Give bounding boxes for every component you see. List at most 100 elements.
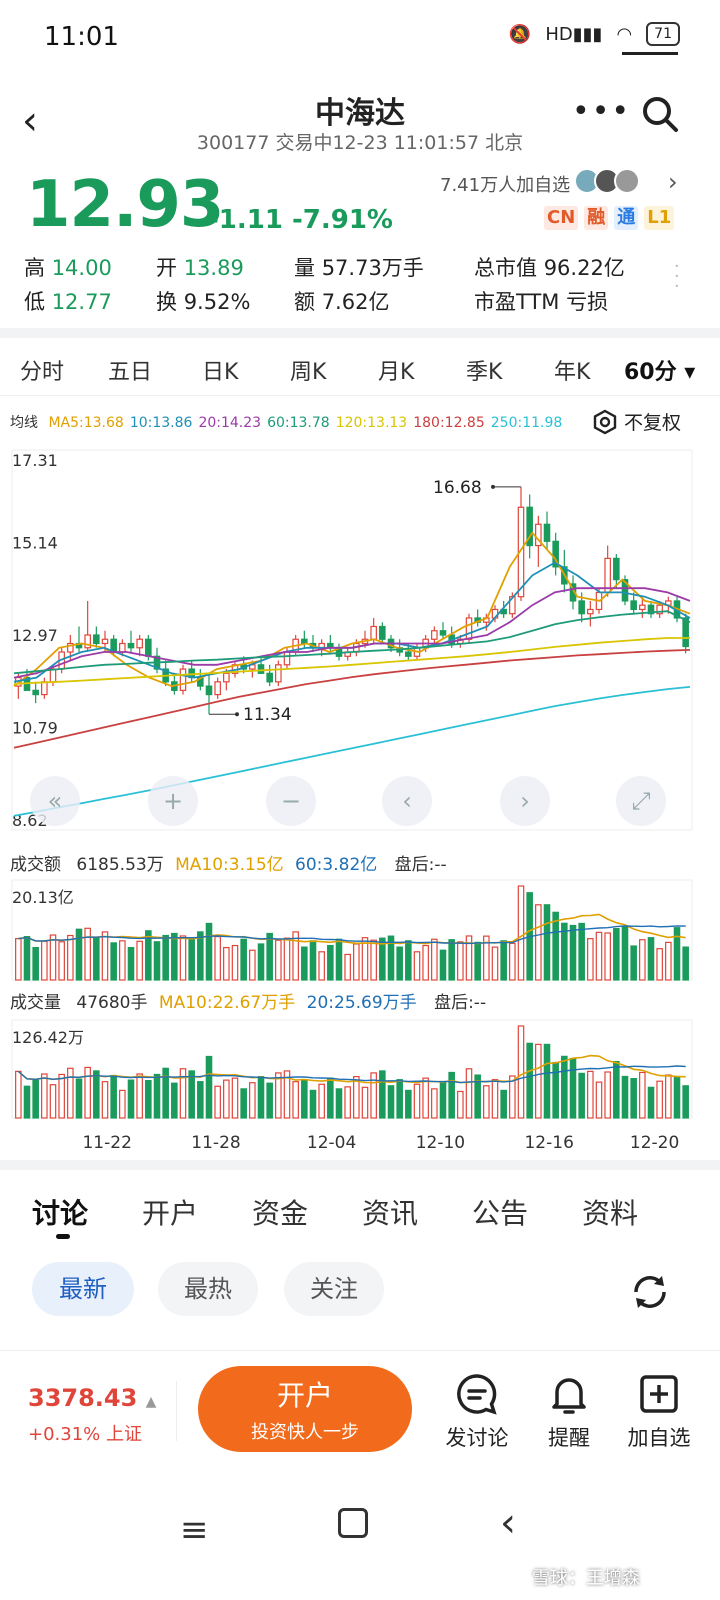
tab-yearly[interactable]: 年K xyxy=(554,360,591,385)
more-icon[interactable]: ••• xyxy=(572,94,632,129)
volume-bar xyxy=(101,931,109,981)
volume-bar xyxy=(49,934,57,981)
volume-bar xyxy=(283,1070,291,1119)
ma-legend-item: 20:14.23 xyxy=(198,415,262,431)
price-change: -1.11 -7.91% xyxy=(208,205,393,235)
tab-60min[interactable]: 60分 ▾ xyxy=(624,360,696,385)
ma-legend-item: 180:12.85 xyxy=(413,415,485,431)
add-watchlist-button[interactable]: 加自选 xyxy=(614,1372,704,1452)
volume-bar xyxy=(448,1071,455,1119)
tab-news[interactable]: 资讯 xyxy=(362,1197,419,1230)
x-tick-label: 11-28 xyxy=(191,1133,240,1153)
ma-line-ma20 xyxy=(13,587,691,679)
filter-hot[interactable]: 最热 xyxy=(158,1262,258,1316)
turnover-label: 换 xyxy=(156,290,177,314)
high-marker-dot xyxy=(491,484,495,489)
candle-body xyxy=(205,685,213,696)
volume-bar xyxy=(665,1074,672,1119)
mktcap-value: 96.22亿 xyxy=(543,256,625,280)
fullscreen-icon[interactable]: ⤢ xyxy=(616,776,666,826)
volume-bar xyxy=(58,1073,65,1119)
rewind-icon[interactable]: « xyxy=(30,776,80,826)
zoom-out-icon[interactable]: − xyxy=(266,776,316,826)
volume-bar xyxy=(249,949,256,981)
volume-bar xyxy=(292,1081,299,1119)
x-tick-label: 12-04 xyxy=(307,1133,356,1153)
tab-weekly[interactable]: 周K xyxy=(290,360,327,385)
status-icons: 🔕 HD▮▮▮ ◠ 71 xyxy=(509,22,680,46)
scroll-left-icon[interactable]: ‹ xyxy=(382,776,432,826)
tab-monthly[interactable]: 月K xyxy=(378,360,415,385)
volume-bar xyxy=(457,941,464,981)
filter-following[interactable]: 关注 xyxy=(284,1262,384,1316)
scroll-right-icon[interactable]: › xyxy=(500,776,550,826)
tab-announcement[interactable]: 公告 xyxy=(472,1197,529,1230)
volume-bar xyxy=(49,1084,57,1119)
candle-body xyxy=(431,630,438,640)
status-time: 11:01 xyxy=(44,22,119,52)
menu-icon[interactable]: ≡ xyxy=(180,1510,209,1550)
volume-bar xyxy=(257,943,265,981)
back-icon[interactable]: ‹ xyxy=(22,98,38,144)
tab-daily[interactable]: 日K xyxy=(202,360,239,385)
candle-body xyxy=(587,608,594,615)
volume-bar xyxy=(448,939,455,981)
turnover-value: 9.52% xyxy=(183,290,251,314)
volume-bar xyxy=(162,1067,169,1119)
volume-bar xyxy=(621,925,629,981)
volume-bar xyxy=(231,1077,239,1119)
adjust-label: 不复权 xyxy=(624,412,682,434)
index-value[interactable]: 3378.43 ▲ xyxy=(28,1384,156,1412)
volume-bar xyxy=(171,1082,178,1119)
home-icon[interactable] xyxy=(338,1508,368,1538)
tag-margin[interactable]: 融 xyxy=(584,206,609,230)
tab-5day[interactable]: 五日 xyxy=(108,360,153,385)
adjust-toggle[interactable]: 不复权 xyxy=(592,408,681,435)
tab-account[interactable]: 开户 xyxy=(142,1197,199,1230)
volume-bar xyxy=(595,1081,603,1119)
volume-bar xyxy=(578,922,585,981)
back-nav-icon[interactable]: ‹ xyxy=(500,1500,516,1546)
volume-bar xyxy=(75,928,83,981)
alert-button[interactable]: 提醒 xyxy=(524,1372,614,1452)
active-tab-indicator xyxy=(56,1234,70,1239)
chevron-right-icon[interactable]: › xyxy=(668,168,678,196)
volume-bar xyxy=(84,927,91,981)
tab-profile[interactable]: 资料 xyxy=(582,1197,639,1230)
volume-bar xyxy=(413,951,421,981)
volume-bar xyxy=(613,928,620,981)
volume-bar xyxy=(23,1085,31,1119)
volume-bar xyxy=(153,941,161,981)
kline-chart[interactable]: 17.31 15.14 12.97 10.79 8.62 16.68 11.34 11-22 1… xyxy=(0,440,720,1155)
filter-latest[interactable]: 最新 xyxy=(32,1262,134,1316)
more-dots-icon[interactable]: · · · xyxy=(674,256,680,297)
volume-bar xyxy=(543,904,551,981)
volume-ma-long-line xyxy=(18,925,686,945)
candle-body xyxy=(543,523,551,542)
volume-bar xyxy=(474,941,481,981)
candle-body xyxy=(613,557,620,581)
search-icon[interactable] xyxy=(640,94,680,138)
volume-bar xyxy=(552,911,559,981)
tag-l1[interactable]: L1 xyxy=(644,206,675,230)
post-discussion-button[interactable]: 发讨论 xyxy=(432,1372,522,1452)
volume-bar xyxy=(136,940,143,981)
tag-cn[interactable]: CN xyxy=(544,206,579,230)
refresh-icon[interactable] xyxy=(628,1270,672,1318)
zoom-in-icon[interactable]: + xyxy=(148,776,198,826)
tab-discuss[interactable]: 讨论 xyxy=(32,1197,89,1230)
volume-bar xyxy=(32,1079,39,1119)
volume-bar xyxy=(41,1073,48,1119)
tab-funds[interactable]: 资金 xyxy=(252,1197,309,1230)
tab-quarterly[interactable]: 季K xyxy=(466,360,503,385)
candle-body xyxy=(465,617,473,640)
watcher-avatars[interactable] xyxy=(574,168,640,194)
ma-legend-item: 250:11.98 xyxy=(490,415,563,431)
volume-bar xyxy=(387,935,395,981)
watchlist-count[interactable]: 7.41万人加自选 xyxy=(440,175,571,196)
alert-label: 提醒 xyxy=(548,1426,590,1450)
tab-intraday[interactable]: 分时 xyxy=(20,360,65,385)
open-account-button[interactable]: 开户 投资快人一步 xyxy=(198,1366,412,1452)
tag-connect[interactable]: 通 xyxy=(614,206,639,230)
